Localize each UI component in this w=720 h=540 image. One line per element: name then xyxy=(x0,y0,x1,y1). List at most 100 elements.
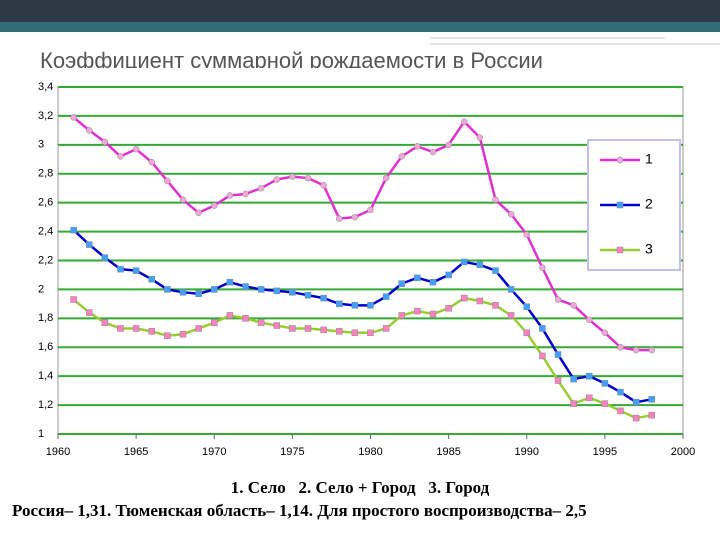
data-point xyxy=(70,226,77,234)
data-point xyxy=(148,276,155,283)
data-point xyxy=(523,231,530,238)
data-point xyxy=(148,328,155,335)
data-point xyxy=(648,346,655,354)
x-tick-label: 1965 xyxy=(124,446,148,458)
data-point xyxy=(632,398,640,406)
data-point xyxy=(257,319,265,326)
x-tick-label: 1980 xyxy=(358,446,382,458)
data-point xyxy=(101,254,109,261)
data-point xyxy=(117,325,124,332)
data-point xyxy=(648,411,655,419)
y-tick-label: 2,2 xyxy=(38,254,53,266)
data-point xyxy=(195,325,202,332)
data-point xyxy=(164,286,171,293)
data-point xyxy=(601,400,609,407)
data-point xyxy=(289,325,296,332)
data-point xyxy=(507,286,515,293)
data-point xyxy=(351,302,359,309)
x-tick-label: 1995 xyxy=(593,446,617,458)
data-point xyxy=(539,352,546,360)
data-point xyxy=(586,372,593,380)
data-point xyxy=(539,325,546,332)
data-point xyxy=(445,271,452,279)
data-point xyxy=(132,145,140,153)
data-point xyxy=(445,141,452,149)
data-point xyxy=(86,309,93,316)
data-point xyxy=(320,326,327,334)
data-point xyxy=(117,265,124,273)
data-point xyxy=(429,148,437,156)
data-point xyxy=(382,293,390,300)
data-point xyxy=(211,202,218,209)
y-tick-label: 3 xyxy=(38,139,44,151)
data-point xyxy=(242,283,249,290)
data-point xyxy=(476,297,484,305)
data-point xyxy=(429,310,437,318)
data-point xyxy=(617,407,624,415)
data-point xyxy=(304,174,312,182)
data-point xyxy=(101,319,109,326)
data-point xyxy=(148,158,155,166)
data-point xyxy=(179,289,187,296)
data-point xyxy=(70,296,77,303)
data-point xyxy=(554,351,562,358)
data-point xyxy=(601,329,609,337)
data-point xyxy=(242,190,249,198)
data-point xyxy=(226,312,234,319)
data-point xyxy=(273,322,280,329)
data-point xyxy=(507,210,515,218)
data-point xyxy=(570,302,577,309)
data-point xyxy=(179,330,187,338)
data-point xyxy=(492,267,499,274)
legend-label: 1 xyxy=(645,151,653,167)
data-point xyxy=(336,300,343,308)
data-point xyxy=(336,328,343,335)
data-point xyxy=(226,192,234,199)
data-point xyxy=(414,274,421,282)
data-point xyxy=(101,138,109,146)
data-point xyxy=(86,241,93,248)
data-point xyxy=(320,294,327,302)
data-point xyxy=(117,153,124,160)
data-point xyxy=(586,316,593,324)
y-tick-label: 2,4 xyxy=(38,225,53,237)
y-tick-label: 3,4 xyxy=(38,81,53,93)
data-point xyxy=(539,264,546,271)
legend-marker xyxy=(616,246,624,254)
data-point xyxy=(257,286,265,293)
y-tick-label: 3,2 xyxy=(38,110,53,122)
data-point xyxy=(273,176,280,183)
legend-marker xyxy=(616,156,624,164)
data-point xyxy=(398,153,405,160)
data-point xyxy=(351,329,359,337)
data-point xyxy=(414,307,421,315)
data-point xyxy=(273,287,280,295)
data-point xyxy=(445,304,452,312)
data-point xyxy=(507,312,515,319)
data-point xyxy=(476,261,484,269)
data-point xyxy=(648,396,655,403)
series-line xyxy=(72,116,652,352)
y-tick-label: 2,6 xyxy=(38,197,53,209)
data-point xyxy=(632,414,640,422)
data-point xyxy=(523,329,530,337)
data-point xyxy=(351,213,359,221)
data-point xyxy=(476,134,484,141)
data-point xyxy=(570,400,577,407)
data-point xyxy=(367,329,374,337)
data-point xyxy=(570,375,577,383)
data-point xyxy=(320,182,327,189)
data-point xyxy=(304,291,312,299)
data-point xyxy=(132,325,140,332)
data-point xyxy=(461,118,468,125)
data-point xyxy=(226,278,234,286)
data-point xyxy=(632,346,640,354)
data-point xyxy=(461,294,468,302)
y-tick-label: 1,6 xyxy=(38,341,53,353)
data-point xyxy=(164,177,171,185)
y-tick-label: 1 xyxy=(38,428,44,440)
data-point xyxy=(195,209,202,217)
data-point xyxy=(382,325,390,332)
x-tick-label: 1990 xyxy=(515,446,539,458)
